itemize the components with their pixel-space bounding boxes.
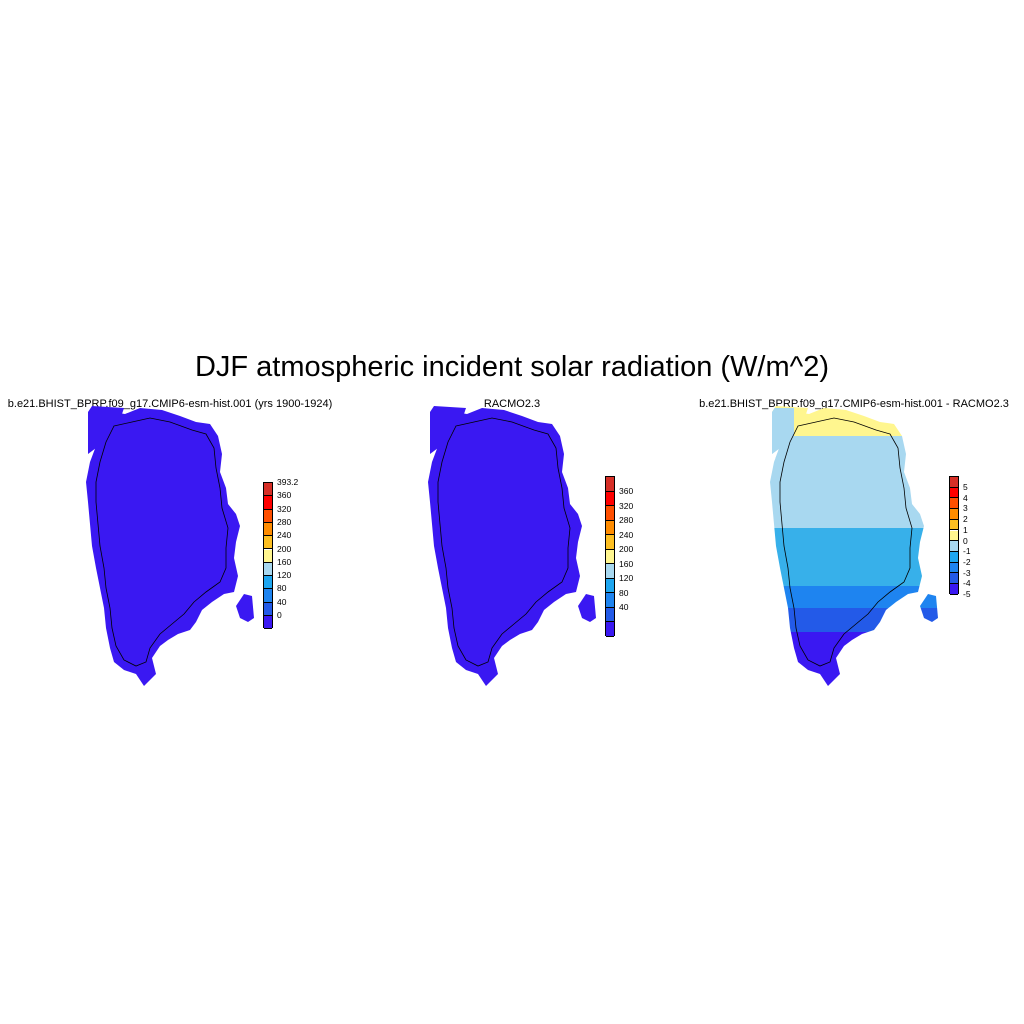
colorbar-swatch: [606, 491, 614, 506]
model-ellesmere-field: [88, 406, 124, 454]
colorbar-tick-label: 280: [619, 515, 634, 525]
colorbar-swatch: [950, 530, 958, 542]
colorbar-swatch: [606, 607, 614, 622]
colorbar-swatch: [606, 593, 614, 608]
model-coastline: [95, 417, 229, 667]
figure-title: DJF atmospheric incident solar radiation…: [194, 351, 830, 383]
racmo-panel-title: RACMO2.3: [483, 398, 541, 410]
difference-band-north-coast: [770, 406, 938, 436]
colorbar-swatch: [950, 551, 958, 563]
colorbar-swatch: [606, 578, 614, 593]
colorbar-tick-label: 0: [963, 535, 968, 546]
difference-band-south-central: [770, 586, 938, 608]
difference-greenland-map: [770, 406, 938, 686]
colorbar-swatch: [950, 573, 958, 584]
colorbar-swatch: [950, 541, 958, 552]
colorbar-swatch: [264, 509, 272, 523]
difference-band-north-interior: [770, 436, 938, 528]
colorbar-swatch: [264, 549, 272, 563]
colorbar-tick-label: 5: [963, 482, 968, 492]
colorbar-tick-label: 40: [277, 596, 287, 607]
colorbar-tick-label: 320: [619, 500, 634, 511]
colorbar-tick-label: -4: [963, 578, 971, 589]
model-island-field: [236, 594, 254, 622]
colorbar-swatch: [606, 520, 614, 535]
colorbar-tick-label: 120: [619, 573, 634, 583]
colorbar-swatch: [950, 562, 958, 574]
colorbar-tick-label: 240: [277, 530, 292, 541]
colorbar-tick-label: 240: [619, 529, 634, 540]
difference-band-ellesmere: [770, 408, 794, 458]
colorbar-swatch: [264, 589, 272, 603]
colorbar-tick-label: 120: [277, 570, 292, 581]
colorbar-tick-label: 40: [619, 602, 629, 612]
difference-coastline: [779, 417, 913, 667]
colorbar-swatch: [950, 498, 958, 510]
colorbar-swatch: [606, 549, 614, 564]
difference-band-central: [770, 528, 938, 586]
colorbar-swatch: [606, 622, 614, 637]
colorbar-swatch: [264, 483, 272, 497]
difference-band-southern-tip: [770, 632, 938, 686]
colorbar-tick-label: 0: [277, 610, 282, 620]
colorbar-tick-label: 80: [277, 583, 287, 594]
colorbar-tick-label: 200: [619, 544, 634, 554]
racmo-panel: RACMO2.3 360 320 280 240 200 160 120 80 40: [342, 396, 682, 696]
colorbar-tick-label: -2: [963, 556, 971, 567]
racmo-coastline: [437, 417, 571, 667]
colorbar-tick-label: 3: [963, 503, 968, 514]
colorbar-tick-label: -3: [963, 567, 971, 578]
colorbar-tick-label: 1: [963, 524, 968, 535]
colorbar-tick-label: 320: [277, 503, 292, 514]
colorbar-scale: [263, 482, 273, 630]
difference-field: [770, 406, 938, 686]
colorbar-tick-label: 360: [277, 490, 292, 501]
colorbar-tick-label: 80: [619, 587, 629, 598]
colorbar-tick-label: -1: [963, 546, 971, 557]
colorbar-swatch: [264, 576, 272, 590]
colorbar-scale: [949, 476, 959, 595]
colorbar-swatch: [606, 564, 614, 579]
colorbar-scale: [605, 476, 615, 637]
colorbar-swatch: [950, 584, 958, 595]
colorbar-tick-label: 393.2: [277, 477, 299, 487]
colorbar-tick-label: -5: [963, 589, 971, 599]
colorbar-tick-label: 2: [963, 514, 968, 525]
colorbar-tick-label: 160: [277, 556, 292, 567]
colorbar-swatch: [606, 506, 614, 521]
colorbar-tick-label: 200: [277, 543, 292, 554]
colorbar-swatch: [264, 536, 272, 550]
colorbar-swatch: [264, 602, 272, 616]
model-panel: b.e21.BHIST_BPRP.f09_g17.CMIP6-esm-hist.…: [0, 396, 340, 696]
colorbar-tick-label: 160: [619, 558, 634, 569]
racmo-land-field: [428, 408, 582, 686]
colorbar-tick-label: 4: [963, 492, 968, 503]
colorbar-swatch: [264, 496, 272, 510]
difference-panel: b.e21.BHIST_BPRP.f09_g17.CMIP6-esm-hist.…: [684, 396, 1024, 696]
racmo-island-field: [578, 594, 596, 622]
racmo-greenland-map: [428, 406, 596, 686]
model-land-field: [86, 408, 240, 686]
colorbar-swatch: [950, 487, 958, 499]
colorbar-swatch: [264, 562, 272, 577]
colorbar-swatch: [606, 535, 614, 550]
colorbar-tick-label: 360: [619, 486, 634, 496]
colorbar-swatch: [606, 477, 614, 492]
racmo-ellesmere-field: [430, 406, 466, 454]
model-greenland-map: [86, 406, 254, 686]
colorbar-swatch: [264, 616, 272, 630]
colorbar-tick-label: 280: [277, 516, 292, 527]
colorbar-swatch: [950, 477, 958, 488]
colorbar-swatch: [950, 509, 958, 520]
colorbar-swatch: [264, 522, 272, 537]
model-panel-title: b.e21.BHIST_BPRP.f09_g17.CMIP6-esm-hist.…: [7, 398, 333, 410]
difference-band-south: [770, 608, 938, 632]
colorbar-swatch: [950, 519, 958, 531]
